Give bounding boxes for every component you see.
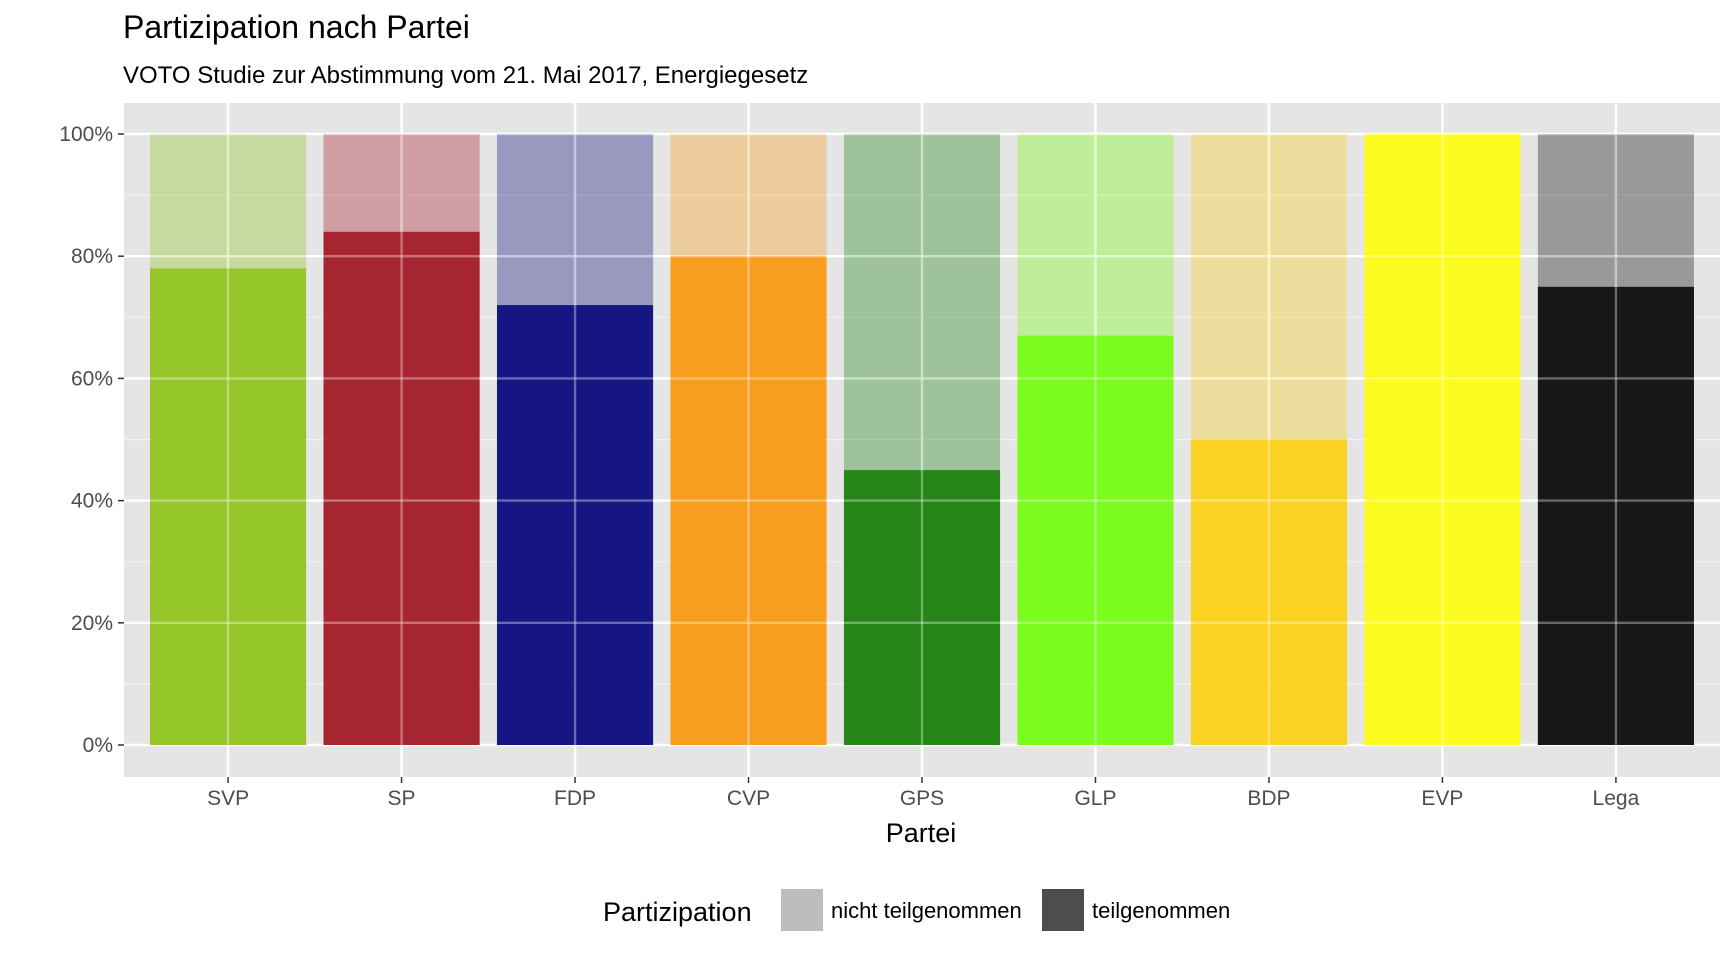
x-axis-title: Partei (886, 818, 957, 848)
bar-teilgenommen-lega (1537, 286, 1694, 745)
x-axis: SVP SP FDP CVP GPS GLP BDP EVP Lega (207, 777, 1640, 810)
x-tick-label-fdp: FDP (554, 787, 596, 810)
x-tick-label-evp: EVP (1421, 787, 1463, 810)
chart-subtitle: VOTO Studie zur Abstimmung vom 21. Mai 2… (123, 62, 808, 89)
legend-label-0: nicht teilgenommen (831, 898, 1022, 923)
bars (150, 134, 1694, 745)
bar-nicht-teilgenommen-bdp (1190, 134, 1348, 440)
y-tick-label: 40% (71, 490, 113, 513)
y-tick-label: 60% (71, 367, 113, 390)
bar-nicht-teilgenommen-svp (150, 134, 307, 269)
x-tick-label-gps: GPS (900, 787, 944, 810)
bar-nicht-teilgenommen-gps (843, 134, 1001, 471)
y-axis: 0% 20% 40% 60% 80% 100% (59, 123, 124, 757)
bar-teilgenommen-svp (150, 268, 307, 745)
x-tick-label-bdp: BDP (1247, 787, 1290, 810)
legend-label-1: teilgenommen (1092, 898, 1230, 923)
bar-teilgenommen-gps (843, 470, 1001, 745)
y-tick-label: 80% (71, 245, 113, 268)
legend-key-1 (1042, 889, 1084, 931)
overlay-grid (124, 103, 1720, 777)
bar-nicht-teilgenommen-sp (323, 134, 480, 232)
bar-teilgenommen-evp (1364, 134, 1521, 745)
bar-nicht-teilgenommen-glp (1017, 134, 1174, 336)
bar-nicht-teilgenommen-lega (1537, 134, 1694, 287)
y-tick-label: 0% (83, 734, 113, 757)
y-tick-label: 100% (59, 123, 113, 146)
y-tick-label: 20% (71, 612, 113, 635)
bar-nicht-teilgenommen-cvp (670, 134, 827, 257)
bar-teilgenommen-sp (323, 231, 480, 745)
x-tick-label-glp: GLP (1074, 787, 1116, 810)
x-tick-label-svp: SVP (207, 787, 249, 810)
x-tick-label-cvp: CVP (727, 787, 770, 810)
bar-teilgenommen-bdp (1190, 439, 1348, 745)
legend-title: Partizipation (603, 897, 752, 927)
chart-title: Partizipation nach Partei (123, 9, 470, 45)
bar-teilgenommen-cvp (670, 256, 827, 745)
x-tick-label-lega: Lega (1593, 787, 1640, 810)
legend: Partizipation nicht teilgenommen teilgeno… (603, 889, 1230, 931)
bar-nicht-teilgenommen-fdp (496, 134, 654, 306)
x-tick-label-sp: SP (388, 787, 416, 810)
bar-teilgenommen-fdp (496, 305, 654, 745)
bar-teilgenommen-glp (1017, 335, 1174, 745)
legend-key-0 (781, 889, 823, 931)
